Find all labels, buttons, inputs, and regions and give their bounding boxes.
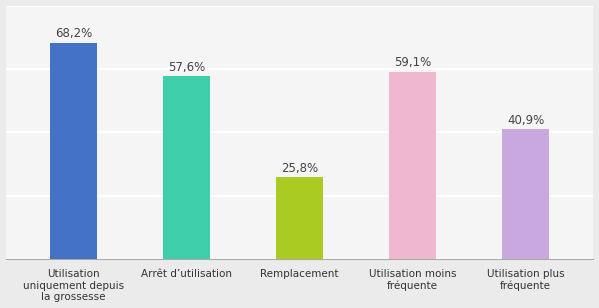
Bar <box>50 43 97 259</box>
Text: 25,8%: 25,8% <box>281 162 318 175</box>
Text: 68,2%: 68,2% <box>55 27 92 40</box>
Text: 59,1%: 59,1% <box>394 56 431 69</box>
Bar <box>163 76 210 259</box>
Bar <box>276 177 323 259</box>
Bar <box>389 72 436 259</box>
Text: 57,6%: 57,6% <box>168 61 205 74</box>
Text: 40,9%: 40,9% <box>507 114 544 127</box>
Bar <box>502 129 549 259</box>
